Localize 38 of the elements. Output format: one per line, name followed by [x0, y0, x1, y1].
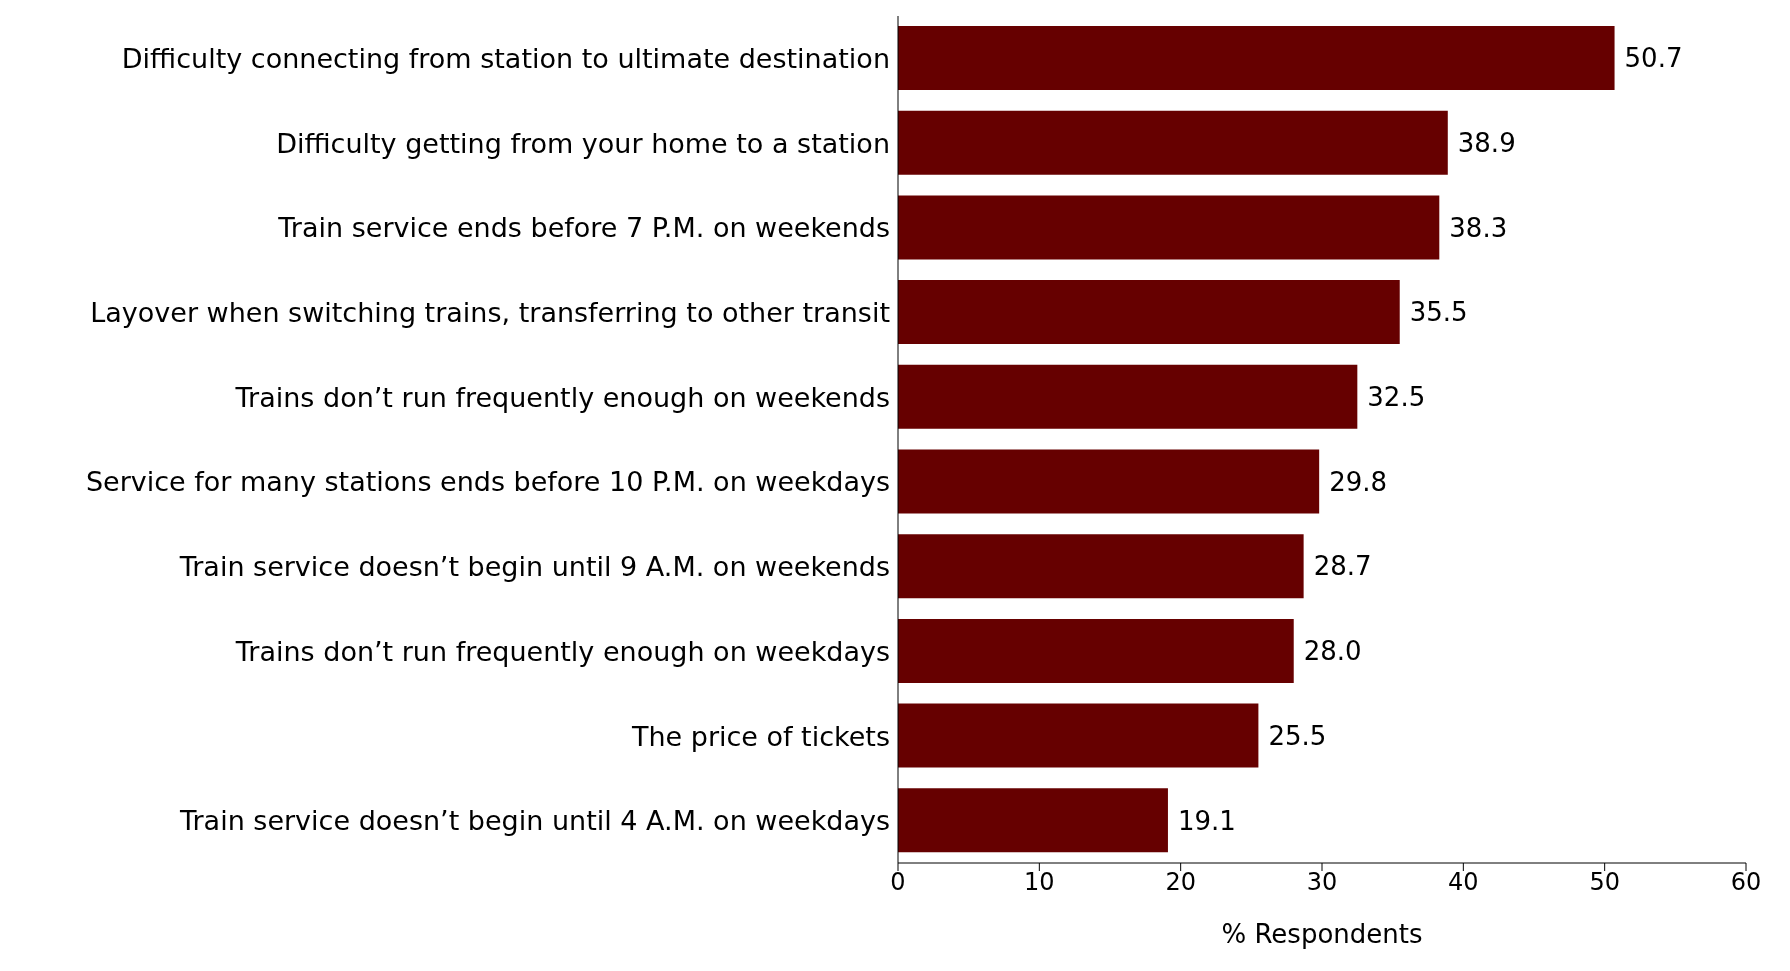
bar — [898, 364, 1358, 429]
data-label: 35.5 — [1409, 297, 1468, 328]
bar — [898, 26, 1615, 90]
data-label: 32.5 — [1367, 382, 1426, 413]
data-label: 38.9 — [1457, 127, 1516, 158]
x-tick-label: 30 — [1306, 868, 1338, 897]
data-label: 50.7 — [1624, 43, 1683, 74]
y-tick-label: Difficulty connecting from station to ultimate destination — [121, 42, 890, 74]
x-tick-label: 60 — [1730, 868, 1762, 897]
y-tick-label: Train service ends before 7 P.M. on weekends — [277, 212, 890, 244]
y-tick-label: Trains don’t run frequently enough on weekdays — [234, 635, 890, 667]
bar — [898, 449, 1320, 514]
y-tick-label: Service for many stations ends before 10 P.M. on weekdays — [85, 466, 890, 498]
bar — [898, 618, 1294, 683]
data-label: 25.5 — [1268, 720, 1327, 751]
bar — [898, 534, 1304, 599]
data-label: 28.7 — [1313, 551, 1372, 582]
data-label: 19.1 — [1177, 805, 1236, 836]
y-tick-label: Trains don’t run frequently enough on weekends — [234, 381, 890, 413]
x-tick-label: 20 — [1165, 868, 1196, 897]
y-tick-label: Difficulty getting from your home to a station — [276, 127, 890, 159]
bar — [898, 280, 1400, 345]
bar — [898, 110, 1448, 175]
x-axis-title: % Respondents — [1221, 919, 1423, 949]
y-tick-label: Layover when switching trains, transferring to other transit — [90, 297, 890, 329]
y-tick-label: Train service doesn’t begin until 9 A.M. on weekends — [178, 551, 890, 583]
x-tick-label: 0 — [890, 868, 906, 897]
data-label: 28.0 — [1303, 636, 1362, 667]
bar — [898, 195, 1440, 260]
y-tick-label: Train service doesn’t begin until 4 A.M. on weekdays — [178, 805, 890, 837]
x-tick-label: 10 — [1024, 868, 1055, 897]
data-label: 38.3 — [1449, 212, 1508, 243]
bar — [898, 703, 1259, 768]
x-tick-label: 50 — [1589, 868, 1620, 897]
bar — [898, 788, 1168, 853]
x-tick-label: 40 — [1448, 868, 1479, 897]
data-label: 29.8 — [1329, 466, 1388, 497]
y-tick-label: The price of tickets — [630, 720, 890, 752]
